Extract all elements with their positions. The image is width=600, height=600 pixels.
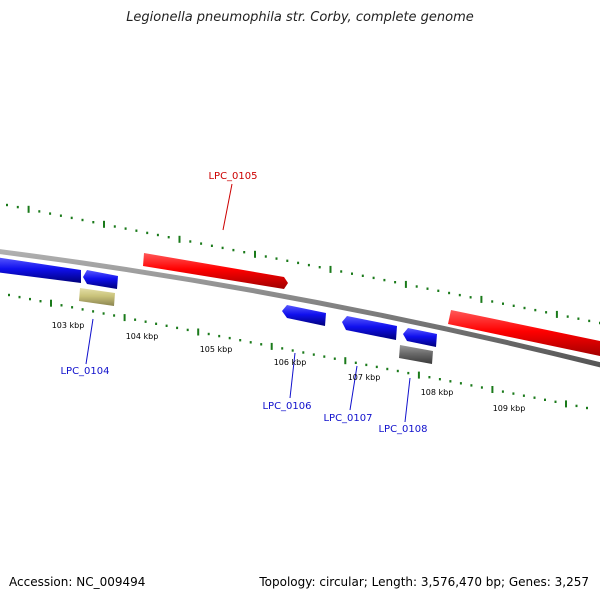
gene-lpc0104-partner[interactable]: [83, 270, 118, 289]
lower-tick-row: [8, 293, 588, 410]
kbp-label-105: 105 kbp: [200, 345, 233, 354]
lpc0107-connector: [349, 365, 358, 411]
label-lpc0104[interactable]: LPC_0104: [60, 366, 109, 377]
lpc0106-connector: [289, 352, 296, 399]
gene-lpc0108[interactable]: [403, 328, 437, 347]
kbp-label-106: 106 kbp: [274, 358, 307, 367]
lpc0104-connector: [85, 318, 94, 365]
kbp-label-104: 104 kbp: [126, 332, 159, 341]
genome-backbone: [0, 249, 600, 368]
label-lpc0107[interactable]: LPC_0107: [323, 413, 372, 424]
gene-forward-right[interactable]: [448, 310, 600, 357]
genome-info-text: Topology: circular; Length: 3,576,470 bp…: [259, 575, 589, 589]
gene-lpc0104[interactable]: [79, 288, 115, 306]
label-lpc0108[interactable]: LPC_0108: [378, 424, 427, 435]
accession-text: Accession: NC_009494: [9, 575, 146, 589]
gene-lpc0107[interactable]: [342, 316, 397, 340]
kbp-label-103: 103 kbp: [52, 321, 85, 330]
upper-tick-row: [6, 203, 600, 325]
kbp-label-108: 108 kbp: [421, 388, 454, 397]
lpc0108-connector: [404, 377, 411, 423]
gene-lpc0105[interactable]: [143, 253, 288, 289]
gene-lpc0106[interactable]: [282, 305, 326, 326]
label-lpc0105[interactable]: LPC_0105: [208, 171, 257, 182]
gene-reverse-left[interactable]: [0, 257, 81, 283]
lpc0105-connector: [222, 183, 233, 231]
map-title: Legionella pneumophila str. Corby, compl…: [126, 10, 474, 25]
kbp-label-109: 109 kbp: [493, 404, 526, 413]
kbp-label-107: 107 kbp: [348, 373, 381, 382]
label-lpc0106[interactable]: LPC_0106: [262, 401, 311, 412]
gene-gray-feature[interactable]: [399, 345, 433, 364]
